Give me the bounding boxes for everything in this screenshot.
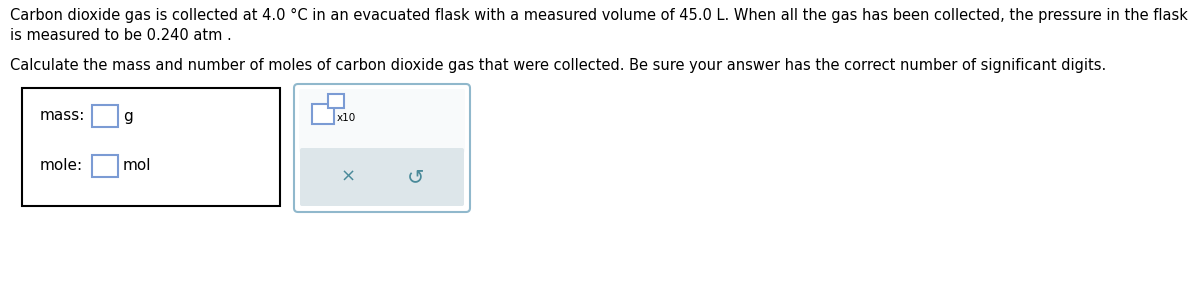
Text: ×: × [341, 168, 356, 186]
Text: is measured to be 0.240 atm .: is measured to be 0.240 atm . [10, 28, 232, 43]
FancyBboxPatch shape [294, 84, 470, 212]
Bar [92, 105, 118, 127]
Bar [328, 94, 344, 108]
Text: mole:: mole: [40, 159, 83, 174]
Text: ↺: ↺ [407, 167, 425, 187]
Text: g: g [124, 109, 133, 124]
Bar [92, 155, 118, 177]
Text: mol: mol [124, 159, 151, 174]
Text: mass:: mass: [40, 109, 85, 124]
Text: x10: x10 [337, 113, 356, 123]
Bar [312, 104, 334, 124]
Text: Calculate the mass and number of moles of carbon dioxide gas that were collected: Calculate the mass and number of moles o… [10, 58, 1106, 73]
Text: Carbon dioxide gas is collected at 4.0 °C in an evacuated flask with a measured : Carbon dioxide gas is collected at 4.0 °… [10, 8, 1188, 23]
FancyBboxPatch shape [299, 89, 466, 152]
Bar [22, 88, 280, 206]
FancyBboxPatch shape [300, 148, 464, 206]
